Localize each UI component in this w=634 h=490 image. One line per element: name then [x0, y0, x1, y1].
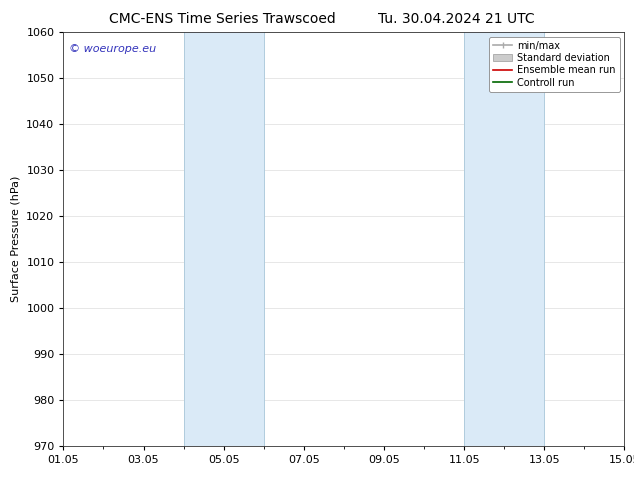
Bar — [464, 32, 545, 446]
Text: Tu. 30.04.2024 21 UTC: Tu. 30.04.2024 21 UTC — [378, 12, 535, 26]
Text: CMC-ENS Time Series Trawscoed: CMC-ENS Time Series Trawscoed — [108, 12, 335, 26]
Text: © woeurope.eu: © woeurope.eu — [69, 44, 156, 54]
Y-axis label: Surface Pressure (hPa): Surface Pressure (hPa) — [11, 176, 21, 302]
Legend: min/max, Standard deviation, Ensemble mean run, Controll run: min/max, Standard deviation, Ensemble me… — [489, 37, 619, 92]
Bar — [184, 32, 264, 446]
